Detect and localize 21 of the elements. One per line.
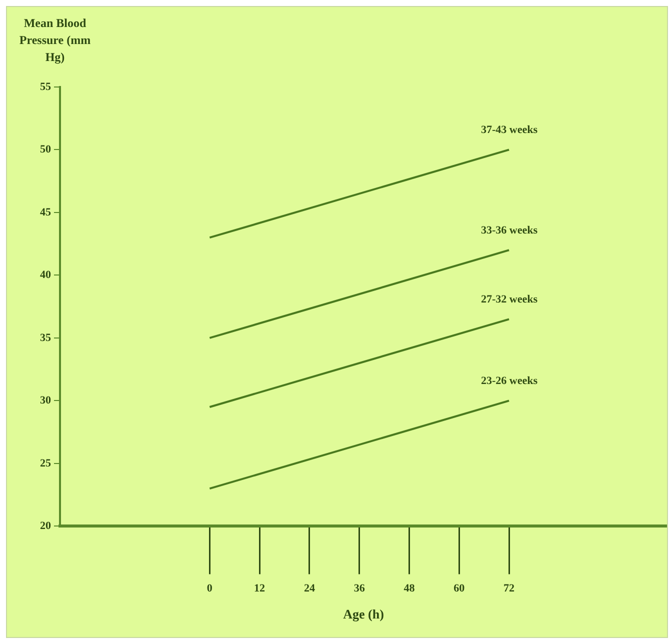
x-tick-label: 36 [354,582,366,595]
series-label: 23-26 weeks [481,375,538,388]
x-tick-label: 72 [504,582,516,595]
y-tick-label: 35 [40,332,52,344]
y-tick-label: 45 [40,206,52,218]
series-label: 33-36 weeks [481,224,538,236]
y-tick-label: 25 [40,457,52,470]
x-tick-label: 48 [404,582,416,595]
y-tick-label: 50 [40,144,52,156]
y-tick-label: 30 [40,394,52,407]
y-tick-label: 40 [40,269,52,282]
x-tick-label: 12 [254,582,266,595]
x-tick-label: 24 [304,582,316,595]
x-axis-title: Age (h) [343,606,384,622]
y-axis-title: Mean Blood Pressure (mm Hg) [18,15,92,66]
y-tick-label: 55 [40,80,52,93]
y-tick-label: 20 [40,520,52,532]
series-label: 37-43 weeks [481,124,538,136]
x-tick-label: 60 [454,582,466,595]
x-tick-label: 0 [206,582,213,595]
series-label: 27-32 weeks [481,293,538,306]
